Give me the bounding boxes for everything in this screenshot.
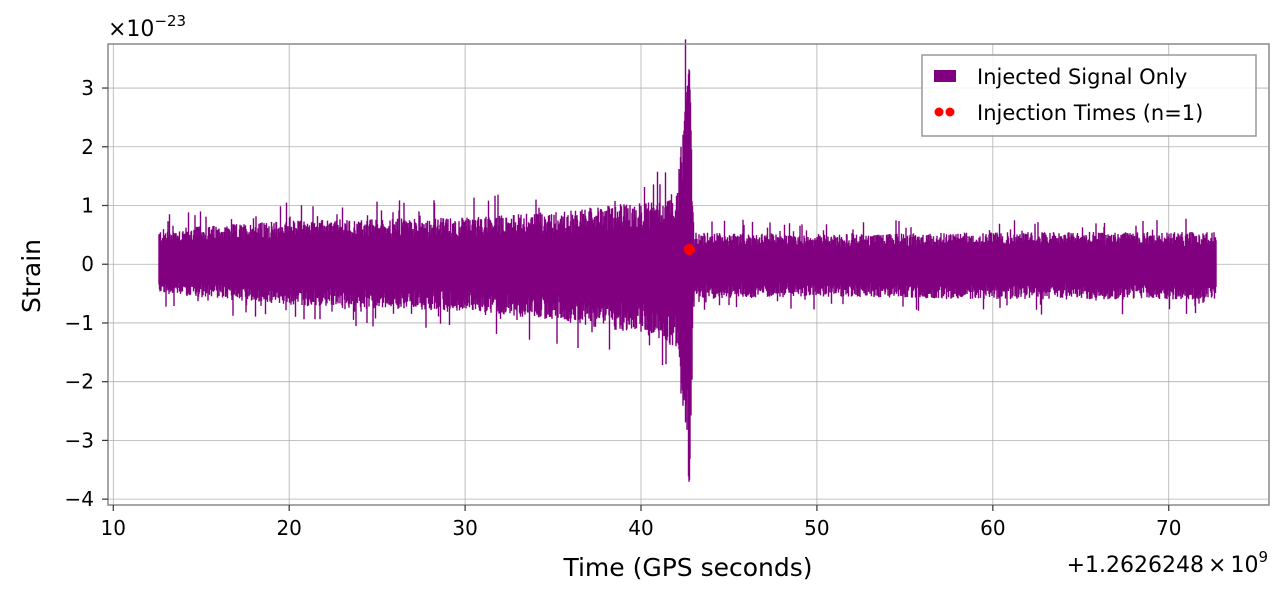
x-offset: +1.2626248 × 109 (1067, 548, 1268, 578)
injection-time-point (683, 244, 695, 256)
x-tick-label: 50 (804, 516, 829, 540)
plot-area (158, 39, 1217, 482)
x-tick-label: 10 (101, 516, 126, 540)
legend-label-injected-signal: Injected Signal Only (977, 65, 1187, 89)
x-axis: 10 20 30 40 50 60 70 (101, 505, 1181, 540)
y-tick-label: −1 (65, 311, 94, 335)
y-axis-label: Strain (17, 239, 46, 313)
y-tick-label: 1 (81, 193, 94, 217)
axes-frame (107, 43, 1270, 506)
y-tick-label: −4 (65, 487, 94, 511)
y-tick-label: 3 (81, 76, 94, 100)
y-tick-label: 2 (81, 135, 94, 159)
legend-marker-injection-times (945, 107, 955, 117)
y-axis: −4 −3 −2 −1 0 1 2 3 (65, 76, 108, 511)
legend: Injected Signal Only Injection Times (n=… (921, 54, 1257, 137)
legend-marker-injection-times (934, 107, 944, 117)
y-tick-label: −3 (65, 428, 94, 452)
x-axis-label: Time (GPS seconds) (562, 553, 812, 582)
x-tick-label: 60 (980, 516, 1005, 540)
x-tick-label: 20 (276, 516, 301, 540)
legend-label-injection-times: Injection Times (n=1) (977, 101, 1203, 125)
x-tick-label: 70 (1156, 516, 1181, 540)
legend-frame (921, 54, 1257, 137)
y-tick-label: 0 (81, 252, 94, 276)
series-injected-signal (158, 39, 1217, 482)
legend-swatch-injected-signal (934, 70, 956, 82)
x-tick-label: 40 (628, 516, 653, 540)
y-tick-label: −2 (65, 370, 94, 394)
x-tick-label: 30 (452, 516, 477, 540)
y-scale-factor: ×10−23 (108, 12, 186, 42)
